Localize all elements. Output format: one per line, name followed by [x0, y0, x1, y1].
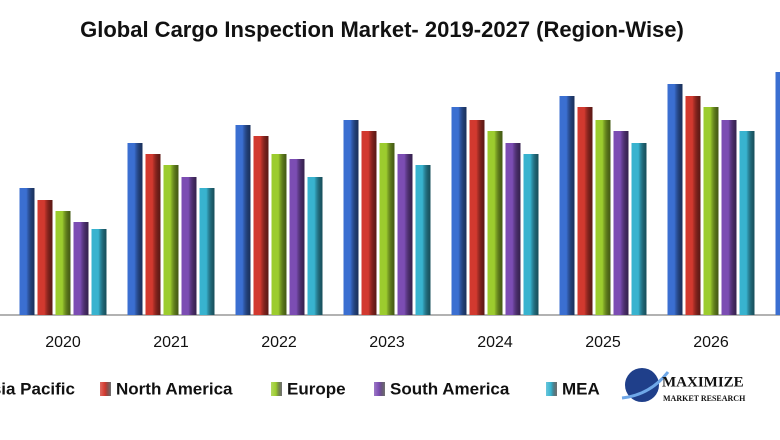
bar	[307, 177, 323, 315]
bar	[91, 229, 107, 315]
legend-label: South America	[390, 379, 510, 398]
bar	[523, 154, 539, 315]
logo-name: MAXIMIZE	[662, 374, 744, 390]
bar	[235, 125, 251, 315]
bar	[343, 120, 359, 315]
x-tick-label: 2023	[369, 334, 405, 351]
bar	[19, 188, 35, 315]
bar	[199, 188, 215, 315]
bar	[775, 72, 780, 315]
logo: MAXIMIZE MARKET RESEARCH	[621, 368, 746, 403]
x-tick-label: 2026	[693, 334, 729, 351]
bar	[613, 131, 629, 315]
bar	[505, 143, 521, 315]
legend-swatch	[271, 382, 282, 396]
bar	[415, 165, 431, 315]
bar	[181, 177, 197, 315]
legend-swatch	[546, 382, 557, 396]
x-tick-label: 2020	[45, 334, 81, 351]
bar	[739, 131, 755, 315]
bar	[595, 120, 611, 315]
x-tick-label: 2022	[261, 334, 297, 351]
logo-swoosh	[621, 371, 670, 400]
legend-swatch	[374, 382, 385, 396]
bar	[451, 107, 467, 315]
bar	[685, 96, 701, 315]
logo-tagline: MARKET RESEARCH	[663, 394, 746, 403]
bar	[397, 154, 413, 315]
bar	[73, 222, 89, 315]
bar	[127, 143, 143, 315]
bar	[631, 143, 647, 315]
bar	[487, 131, 503, 315]
bar	[271, 154, 287, 315]
x-tick-label: 2025	[585, 334, 621, 351]
logo-globe	[625, 368, 659, 402]
legend-swatch	[100, 382, 111, 396]
bar	[163, 165, 179, 315]
bar	[289, 159, 305, 315]
chart-title: Global Cargo Inspection Market- 2019-202…	[80, 17, 684, 42]
bar	[253, 136, 269, 315]
bar	[145, 154, 161, 315]
legend-label: North America	[116, 379, 233, 398]
legend-label: MEA	[562, 379, 600, 398]
bar	[577, 107, 593, 315]
legend-label: Asia Pacific	[0, 379, 75, 398]
bar	[667, 84, 683, 315]
bar	[721, 120, 737, 315]
bar	[703, 107, 719, 315]
bar	[55, 211, 71, 315]
bar	[379, 143, 395, 315]
bar	[469, 120, 485, 315]
bar	[37, 200, 53, 315]
bar	[559, 96, 575, 315]
bar	[361, 131, 377, 315]
legend-label: Europe	[287, 379, 346, 398]
x-tick-label: 2024	[477, 334, 513, 351]
x-tick-label: 2021	[153, 334, 189, 351]
